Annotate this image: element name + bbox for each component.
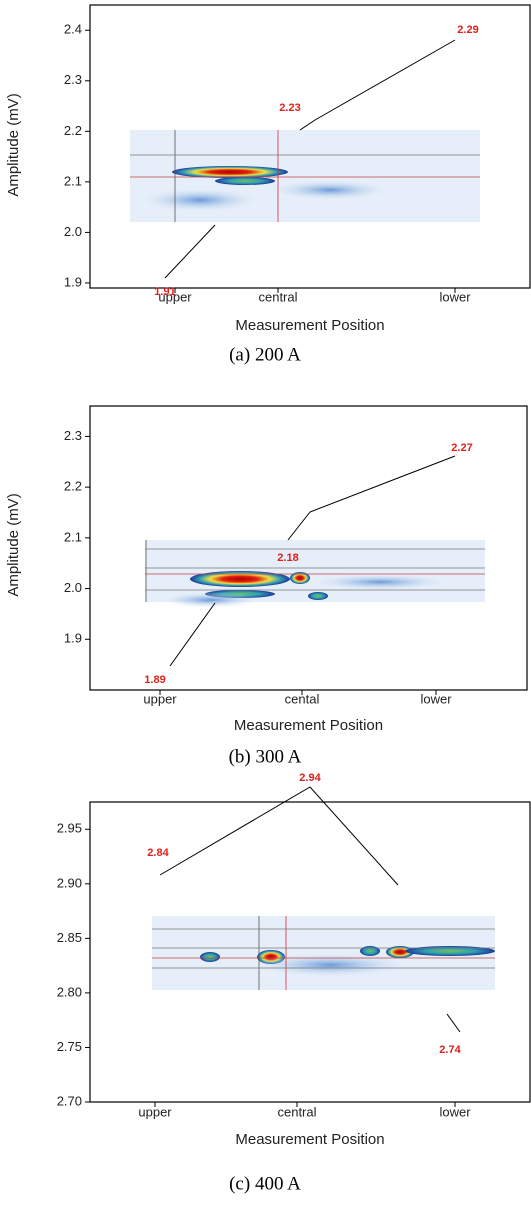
heatmap-blob bbox=[360, 946, 380, 956]
chart: 1.9 2.0 2.1 2.2 2.3 upper cental lower Measureme… bbox=[5, 405, 528, 767]
heatmap-blob bbox=[250, 953, 410, 977]
x-tick-label: lower bbox=[439, 1104, 471, 1119]
x-tick-label: lower bbox=[439, 289, 471, 304]
y-axis-label: Amplitude (mV) bbox=[5, 93, 22, 196]
x-tick-label: central bbox=[277, 1104, 316, 1119]
y-tick-label: 2.3 bbox=[64, 72, 82, 87]
y-tick-label: 2.75 bbox=[57, 1039, 82, 1054]
heatmap-blob bbox=[310, 574, 450, 590]
heatmap-blob bbox=[190, 571, 290, 587]
heatmap-blob bbox=[405, 946, 495, 956]
y-tick-label: 1.9 bbox=[64, 631, 82, 646]
chart: 1.9 2.0 2.1 2.2 2.3 2.4 upper central lower Measu… bbox=[5, 4, 531, 365]
caption: (a) 200 A bbox=[229, 344, 301, 365]
caption: (c) 400 A bbox=[229, 1173, 301, 1194]
plot-frame bbox=[89, 801, 531, 1103]
y-tick-label: 2.0 bbox=[64, 224, 82, 239]
x-tick-label: upper bbox=[158, 289, 192, 304]
x-tick-label: lower bbox=[420, 691, 452, 706]
annotation-leader bbox=[299, 39, 456, 131]
plot-frame bbox=[89, 405, 528, 691]
annotation-leader bbox=[169, 602, 216, 667]
annotation: 2.94 bbox=[299, 772, 321, 784]
annotation: 2.23 bbox=[279, 102, 300, 114]
chart: 2.70 2.75 2.80 2.85 2.90 2.95 upper central lowe… bbox=[57, 772, 531, 1194]
y-tick-label: 2.80 bbox=[57, 984, 82, 999]
heatmap-blob bbox=[200, 952, 220, 962]
x-axis-label: Measurement Position bbox=[235, 1131, 384, 1148]
y-tick-label: 2.0 bbox=[64, 580, 82, 595]
annotation: 2.84 bbox=[147, 847, 169, 859]
y-tick-label: 2.1 bbox=[64, 173, 82, 188]
annotation: 2.74 bbox=[439, 1044, 461, 1056]
y-tick-label: 2.90 bbox=[57, 875, 82, 890]
x-axis-label: Measurement Position bbox=[234, 717, 383, 734]
annotation: 2.29 bbox=[457, 24, 478, 36]
y-tick-label: 2.2 bbox=[64, 479, 82, 494]
x-tick-label: upper bbox=[143, 691, 177, 706]
heatmap-blob bbox=[140, 188, 260, 212]
annotation-leader bbox=[164, 224, 216, 279]
x-axis-label: Measurement Position bbox=[235, 317, 384, 334]
heatmap-blob bbox=[160, 592, 260, 608]
caption: (b) 300 A bbox=[229, 746, 302, 767]
y-tick-label: 2.2 bbox=[64, 123, 82, 138]
y-tick-label: 1.9 bbox=[64, 274, 82, 289]
annotation: 1.89 bbox=[144, 674, 165, 686]
y-tick-label: 2.70 bbox=[57, 1093, 82, 1108]
y-tick-label: 2.1 bbox=[64, 529, 82, 544]
heatmap-blob bbox=[172, 166, 288, 178]
y-tick-label: 2.85 bbox=[57, 930, 82, 945]
x-tick-label: cental bbox=[285, 691, 320, 706]
x-tick-label: upper bbox=[138, 1104, 172, 1119]
annotation: 1.91 bbox=[154, 286, 175, 298]
annotation-leader bbox=[287, 455, 456, 541]
annotation-leader bbox=[446, 1013, 461, 1033]
x-tick-label: central bbox=[258, 289, 297, 304]
heatmap-blob bbox=[308, 592, 328, 600]
y-tick-label: 2.95 bbox=[57, 821, 82, 836]
heatmap-blob bbox=[215, 177, 275, 185]
y-tick-label: 2.3 bbox=[64, 428, 82, 443]
annotation: 2.27 bbox=[451, 442, 472, 454]
heatmap-field bbox=[145, 540, 485, 602]
annotation: 2.18 bbox=[277, 552, 298, 564]
heatmap-blob bbox=[270, 180, 390, 200]
annotation-leader bbox=[159, 786, 399, 886]
y-axis-label: Amplitude (mV) bbox=[5, 493, 22, 596]
heatmap-blob bbox=[290, 572, 310, 584]
y-tick-label: 2.4 bbox=[64, 22, 82, 37]
heatmap-blob bbox=[386, 946, 414, 958]
plot-frame bbox=[89, 4, 531, 289]
